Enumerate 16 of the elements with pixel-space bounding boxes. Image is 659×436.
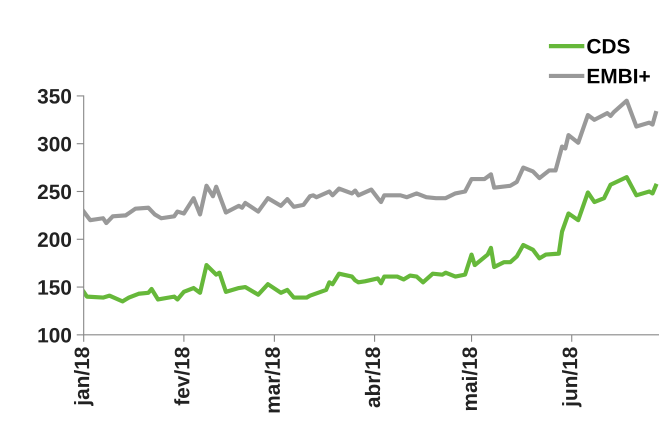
legend-label: CDS (587, 38, 630, 54)
x-tick-label: jan/18 (74, 347, 94, 406)
x-tick-label: abr/18 (364, 347, 380, 408)
y-tick-label: 350 (38, 88, 72, 104)
x-tick-label: jun/18 (562, 347, 582, 408)
legend-label: EMBI+ (588, 68, 650, 84)
y-tick-label: 300 (38, 136, 72, 152)
x-tick-label: mar/18 (264, 347, 280, 412)
x-tick-label: fev/18 (174, 347, 190, 406)
y-tick-label: 200 (38, 232, 72, 248)
line-series (84, 175, 658, 304)
y-tick-label: 100 (38, 328, 72, 343)
y-tick-label: 250 (38, 184, 72, 200)
line-series (84, 98, 658, 226)
y-tick-label: 150 (38, 280, 72, 295)
x-tick-label: mai/18 (462, 347, 478, 410)
